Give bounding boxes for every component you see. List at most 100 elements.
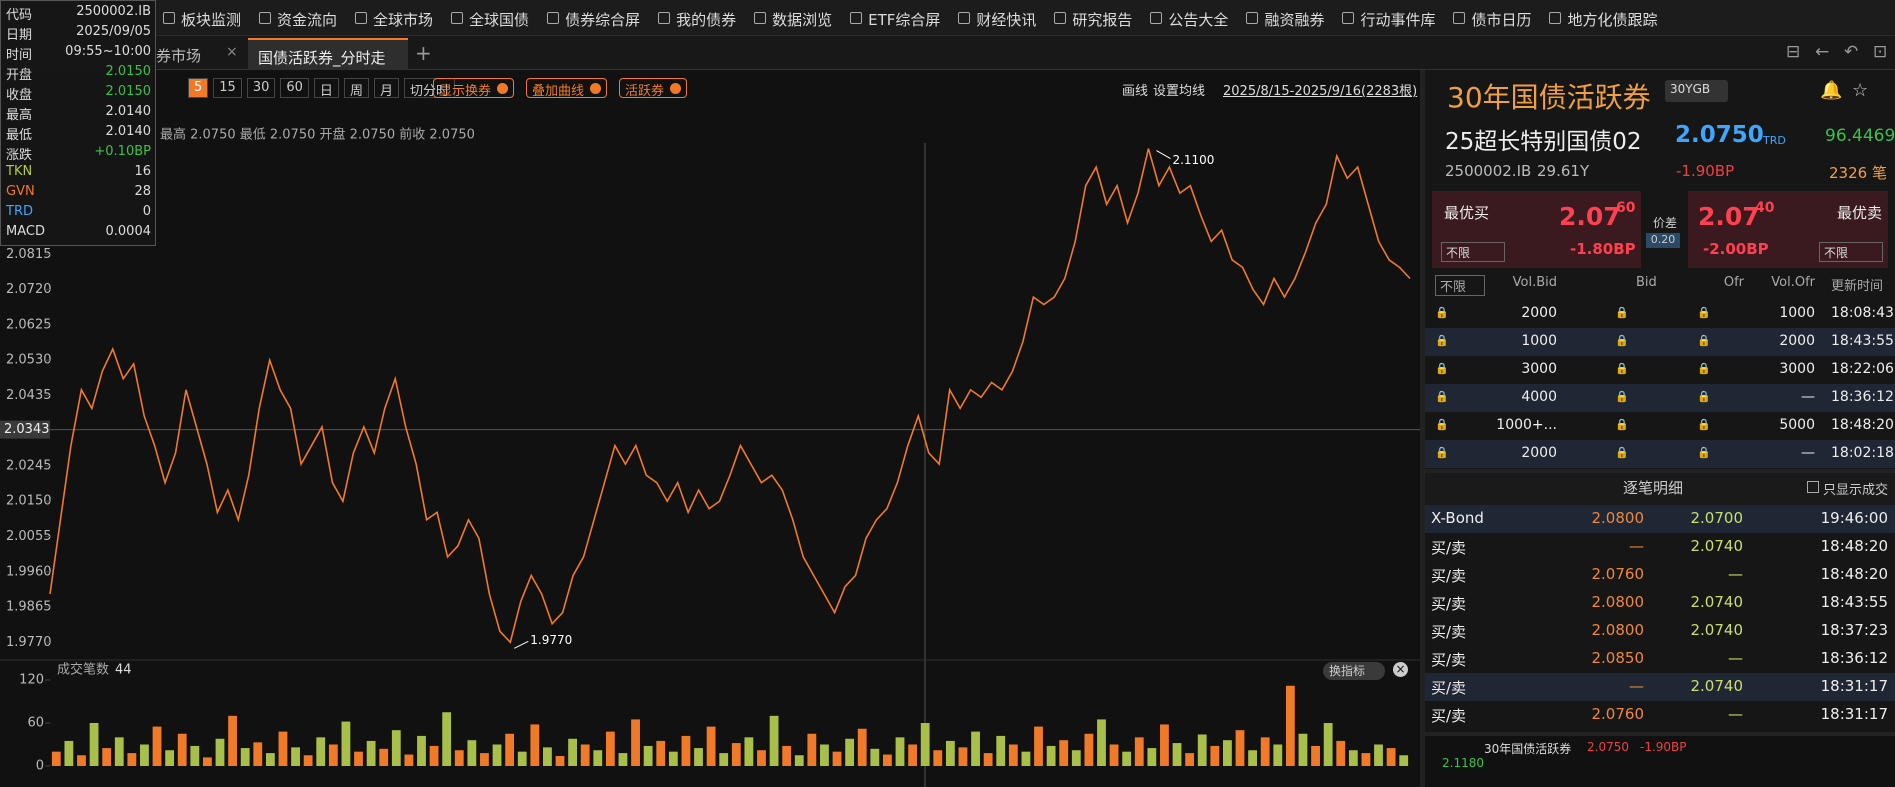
lock-icon: 🔒: [1615, 306, 1629, 319]
tab-add[interactable]: +: [415, 41, 432, 65]
tick-row: [1425, 701, 1895, 729]
period-button[interactable]: 月: [373, 78, 399, 99]
depth-header[interactable]: 不限: [1435, 275, 1486, 296]
menu-item[interactable]: 板块监测: [181, 11, 242, 29]
title: 30年国债活跃券: [1447, 81, 1651, 114]
menu-item[interactable]: 资金流向: [277, 11, 338, 29]
filter-dropdown[interactable]: 不限: [1819, 242, 1883, 262]
toolbar-right[interactable]: 画线: [1122, 84, 1149, 99]
toggle-button[interactable]: 活跃券: [619, 78, 688, 99]
tab-close[interactable]: ×: [226, 44, 238, 60]
menu-item[interactable]: 地方化债跟踪: [1567, 11, 1658, 29]
volume-bar: [643, 745, 653, 766]
menu-item[interactable]: 公告大全: [1168, 11, 1229, 29]
volume-bar: [177, 733, 187, 766]
volume-title: 成交笔数: [57, 662, 109, 678]
period-button[interactable]: 15: [213, 78, 242, 98]
toggle-button[interactable]: 叠加曲线: [526, 78, 608, 99]
info-label: TRD: [6, 204, 33, 219]
menu-item[interactable]: 研究报告: [1072, 11, 1133, 29]
volume-bar: [883, 754, 892, 766]
depth-cell: 18:22:06: [1831, 361, 1894, 377]
volume-bar: [265, 753, 275, 766]
info-value: 2.0140: [105, 124, 152, 139]
toggle-button[interactable]: 显示换券: [433, 78, 515, 99]
info-label: 日期: [6, 28, 33, 43]
menu-item[interactable]: 全球国债: [469, 11, 530, 29]
volume-bar: [857, 728, 867, 766]
checkbox[interactable]: [1807, 481, 1819, 493]
volume-bar: [983, 753, 993, 766]
lock-icon: 🔒: [1435, 306, 1449, 319]
period-button[interactable]: 切分时: [403, 78, 455, 99]
mini-high: 2.1180: [1442, 756, 1484, 770]
menu-item[interactable]: 我的债券: [676, 11, 737, 29]
window-icon[interactable]: ⊡: [1873, 42, 1888, 62]
info-box: [0, 0, 156, 246]
tick-cell: 买/卖: [1431, 707, 1467, 725]
tab-active[interactable]: 国债活跃券_分时走: [248, 38, 408, 70]
menu-item[interactable]: 数据浏览: [772, 11, 833, 29]
icon[interactable]: 🔔: [1820, 80, 1843, 101]
menu-item[interactable]: ETF综合屏: [868, 11, 941, 29]
period-button[interactable]: 5: [188, 78, 209, 98]
depth-row: [1425, 412, 1895, 440]
toolbar-right[interactable]: 2025/8/15-2025/9/16(2283根): [1223, 84, 1418, 99]
depth-cell: 2000: [1521, 305, 1557, 321]
volume-bar: [354, 751, 363, 766]
period-button[interactable]: 60: [280, 78, 309, 98]
volume-bar: [971, 731, 980, 766]
indicator-button[interactable]: 换指标: [1323, 662, 1386, 680]
tick-cell: 买/卖: [1431, 651, 1467, 669]
period-button[interactable]: 日: [313, 78, 339, 99]
menu-item[interactable]: 财经快讯: [976, 11, 1037, 29]
volume-bar: [681, 735, 691, 766]
volume-bar: [794, 755, 804, 766]
ticks-filter[interactable]: 只显示成交: [1823, 483, 1889, 498]
icon[interactable]: ☆: [1852, 80, 1869, 101]
quote-big: 2.07: [1559, 202, 1621, 231]
price: 2.0750: [1675, 122, 1764, 148]
mini-chart: [1425, 732, 1895, 787]
depth-cell: 1000+...: [1496, 417, 1557, 433]
period-button[interactable]: 周: [343, 78, 369, 99]
info-label: 涨跌: [6, 148, 33, 163]
y-tick-label: 1.9960: [6, 564, 52, 579]
menu-item[interactable]: 行动事件库: [1360, 11, 1436, 29]
menu-item[interactable]: 债券综合屏: [565, 11, 641, 29]
tick-cell: 18:36:12: [1820, 649, 1888, 667]
menu-item[interactable]: 全球市场: [373, 11, 434, 29]
info-label: 时间: [6, 48, 33, 63]
lock-icon: 🔒: [1697, 418, 1711, 431]
volume-bar: [1386, 748, 1396, 766]
code: 2500002.IB: [1445, 162, 1532, 180]
tick-cell: 买/卖: [1431, 539, 1467, 557]
filter-dropdown[interactable]: 不限: [1441, 242, 1505, 262]
close-icon[interactable]: ×: [1393, 662, 1408, 677]
volume-bar: [316, 737, 326, 766]
menu-item[interactable]: 融资融券: [1264, 11, 1325, 29]
lock-icon: 🔒: [1697, 390, 1711, 403]
volume-bar: [757, 750, 766, 766]
window-icon[interactable]: ⊟: [1786, 42, 1801, 62]
tick-cell: 买/卖: [1431, 623, 1467, 641]
window-icon[interactable]: ↶: [1844, 42, 1859, 62]
volume-bar: [278, 731, 288, 766]
menu-item[interactable]: 债市日历: [1471, 11, 1532, 29]
window-icon[interactable]: ←: [1815, 42, 1830, 62]
menu-icon: [163, 12, 175, 24]
period-button[interactable]: 30: [246, 78, 276, 98]
volume-bar: [1185, 753, 1195, 766]
depth-cell: —: [1801, 389, 1815, 405]
price-src: TRD: [1763, 134, 1786, 147]
volume-bar: [165, 750, 175, 766]
volume-bar: [366, 740, 376, 766]
toolbar-right[interactable]: 设置均线: [1153, 84, 1206, 99]
volume-bar: [631, 719, 640, 766]
selector[interactable]: 30YGB: [1665, 80, 1729, 102]
tab[interactable]: 券市场: [156, 47, 202, 65]
tick-cell: 2.0800: [1591, 509, 1645, 527]
volume-bar: [694, 748, 703, 766]
depth-cell: 18:36:12: [1831, 389, 1894, 405]
tick-cell: 18:43:55: [1820, 593, 1888, 611]
